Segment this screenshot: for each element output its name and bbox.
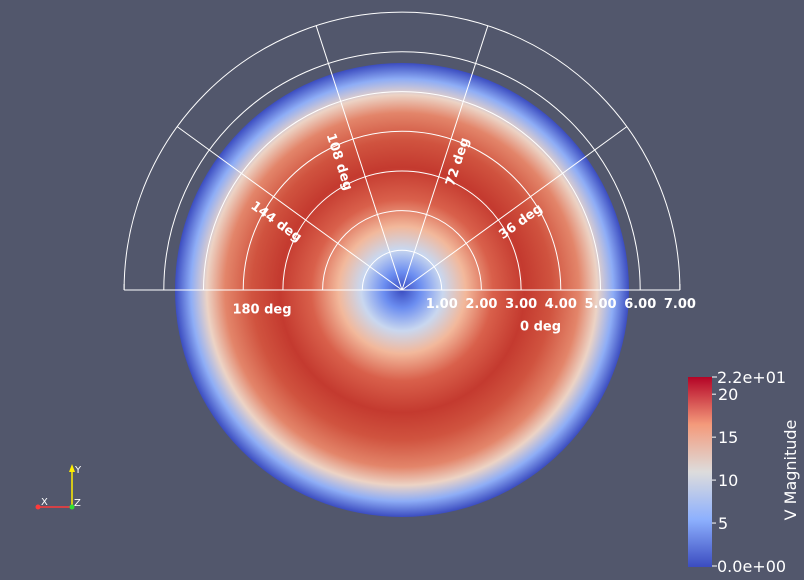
color-legend-bar — [688, 377, 712, 567]
polar-arc — [242, 130, 562, 291]
radial-tick-label: 4.00 — [545, 297, 577, 312]
angle-tick-label: 0 deg — [520, 320, 561, 335]
color-legend-tick-label: 10 — [718, 471, 738, 490]
polar-radial-labels: 1.00 2.00 3.00 4.00 5.00 6.00 7.00 — [426, 297, 696, 312]
polar-spoke — [401, 25, 489, 291]
y-axis-arrow-icon — [69, 464, 75, 472]
polar-spoke — [401, 126, 628, 291]
z-axis-label: Z — [74, 498, 81, 509]
polar-arc — [322, 210, 482, 291]
polar-arc — [282, 170, 522, 291]
orientation-axes[interactable]: Y X Z — [35, 464, 83, 510]
radial-tick-label: 1.00 — [426, 297, 458, 312]
angle-tick-label: 180 deg — [232, 303, 291, 318]
color-legend-ticks: 20 15 10 5 — [712, 385, 738, 533]
polar-arc — [361, 249, 443, 291]
polar-grid — [123, 11, 681, 291]
polar-spoke — [176, 126, 403, 291]
radial-tick-label: 7.00 — [664, 297, 696, 312]
color-legend-title: V Magnitude — [781, 420, 800, 521]
color-legend-max-label: 2.2e+01 — [717, 368, 786, 387]
x-axis-arrow-icon — [35, 504, 41, 510]
polar-spoke — [315, 25, 403, 291]
radial-tick-label: 3.00 — [505, 297, 537, 312]
z-axis-icon — [69, 504, 75, 510]
color-legend-tick-label: 20 — [718, 385, 738, 404]
color-legend-min-label: 0.0e+00 — [717, 557, 786, 576]
x-axis-label: X — [41, 497, 48, 508]
polar-arc — [163, 51, 641, 291]
color-legend-tick-label: 15 — [718, 428, 738, 447]
y-axis-label: Y — [74, 465, 82, 476]
radial-tick-label: 6.00 — [624, 297, 656, 312]
color-legend-tick-label: 5 — [718, 514, 728, 533]
polar-arc — [203, 91, 601, 291]
radial-tick-label: 5.00 — [585, 297, 617, 312]
color-legend: 2.2e+01 0.0e+00 20 15 10 5 V Magnitude — [688, 368, 800, 576]
polar-arc — [123, 11, 681, 291]
radial-tick-label: 2.00 — [465, 297, 497, 312]
